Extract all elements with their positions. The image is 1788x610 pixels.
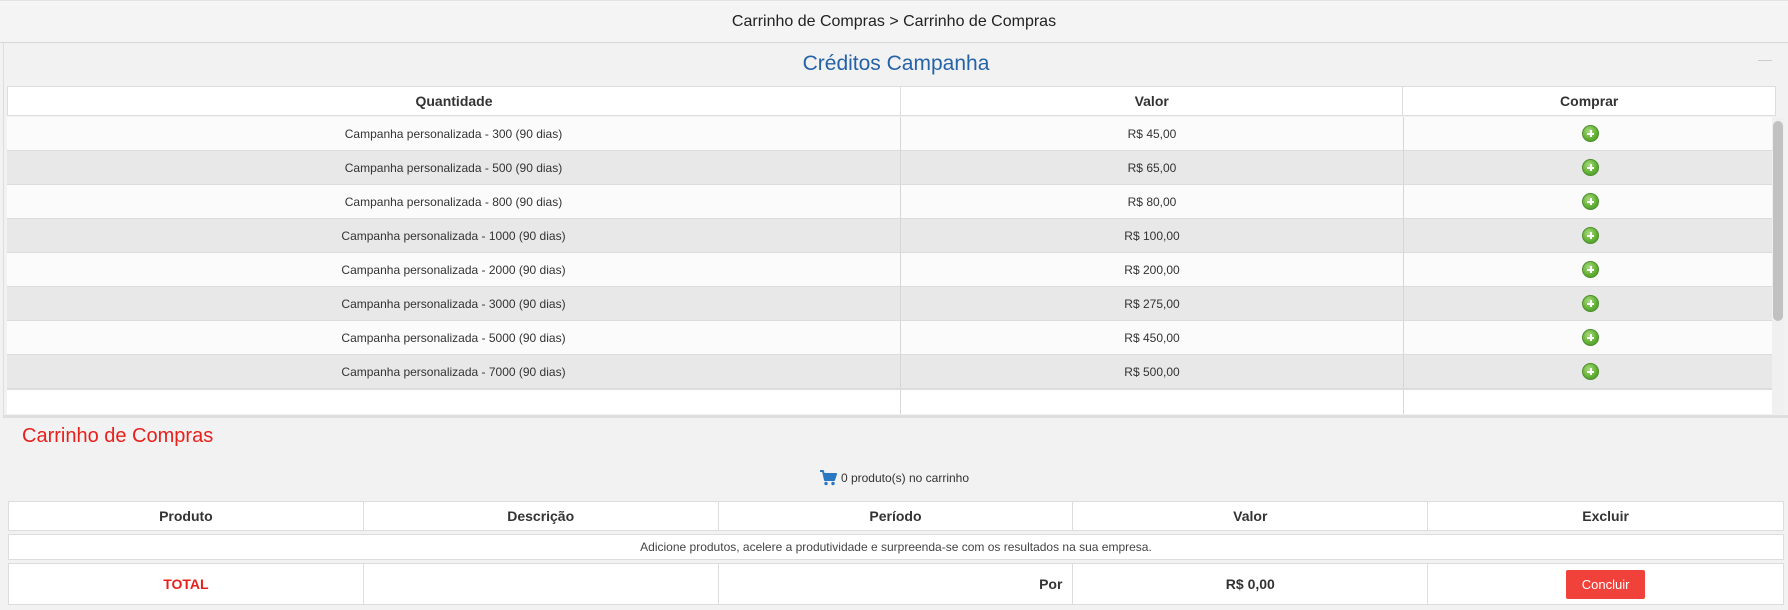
column-header-periodo: Período bbox=[719, 502, 1074, 530]
credits-panel: Créditos Campanha Quantidade Valor Compr… bbox=[3, 43, 1788, 418]
cart-title: Carrinho de Compras bbox=[22, 425, 214, 447]
credits-scrollbar[interactable] bbox=[1772, 117, 1784, 414]
table-row: Campanha personalizada - 300 (90 dias) R… bbox=[7, 117, 1776, 151]
breadcrumb: Carrinho de Compras > Carrinho de Compra… bbox=[0, 0, 1788, 43]
empty-cell bbox=[901, 390, 1404, 414]
column-header-descricao: Descrição bbox=[364, 502, 719, 530]
comprar-cell bbox=[1404, 253, 1776, 286]
empty-cell bbox=[7, 390, 901, 414]
por-label: Por bbox=[719, 564, 1074, 604]
cart-count: 0 produto(s) no carrinho bbox=[0, 470, 1788, 486]
valor-cell: R$ 65,00 bbox=[901, 151, 1404, 184]
empty-cell bbox=[1404, 390, 1776, 414]
table-row: Campanha personalizada - 3000 (90 dias) … bbox=[7, 287, 1776, 321]
quantidade-cell: Campanha personalizada - 1000 (90 dias) bbox=[7, 219, 901, 252]
add-to-cart-plus-icon[interactable] bbox=[1581, 329, 1599, 346]
table-row: Campanha personalizada - 1000 (90 dias) … bbox=[7, 219, 1776, 253]
valor-cell: R$ 80,00 bbox=[901, 185, 1404, 218]
comprar-cell bbox=[1404, 151, 1776, 184]
scrollbar-thumb[interactable] bbox=[1773, 121, 1783, 321]
column-header-comprar: Comprar bbox=[1560, 93, 1619, 109]
quantidade-cell: Campanha personalizada - 7000 (90 dias) bbox=[7, 355, 901, 388]
conclude-button[interactable]: Concluir bbox=[1565, 569, 1646, 599]
quantidade-cell: Campanha personalizada - 800 (90 dias) bbox=[7, 185, 901, 218]
valor-cell: R$ 500,00 bbox=[901, 355, 1404, 388]
table-row: Campanha personalizada - 5000 (90 dias) … bbox=[7, 321, 1776, 355]
quantidade-cell: Campanha personalizada - 3000 (90 dias) bbox=[7, 287, 901, 320]
column-header-valor: Valor bbox=[901, 87, 1404, 115]
cart-icon bbox=[819, 470, 837, 486]
column-header-excluir: Excluir bbox=[1582, 508, 1629, 524]
add-to-cart-plus-icon[interactable] bbox=[1581, 125, 1599, 142]
cart-count-text: 0 produto(s) no carrinho bbox=[840, 471, 970, 485]
valor-cell: R$ 450,00 bbox=[901, 321, 1404, 354]
table-row: Campanha personalizada - 800 (90 dias) R… bbox=[7, 185, 1776, 219]
comprar-cell bbox=[1404, 355, 1776, 388]
quantidade-cell: Campanha personalizada - 5000 (90 dias) bbox=[7, 321, 901, 354]
comprar-cell bbox=[1404, 117, 1776, 150]
table-row: Campanha personalizada - 2000 (90 dias) … bbox=[7, 253, 1776, 287]
credits-title: Créditos Campanha bbox=[802, 52, 990, 75]
total-value: R$ 0,00 bbox=[1073, 564, 1429, 604]
column-header-valor: Valor bbox=[1073, 502, 1429, 530]
add-to-cart-plus-icon[interactable] bbox=[1581, 363, 1599, 380]
quantidade-cell: Campanha personalizada - 2000 (90 dias) bbox=[7, 253, 901, 286]
add-to-cart-plus-icon[interactable] bbox=[1581, 159, 1599, 176]
add-to-cart-plus-icon[interactable] bbox=[1581, 193, 1599, 210]
total-empty-cell bbox=[364, 564, 719, 604]
table-row: Campanha personalizada - 7000 (90 dias) … bbox=[7, 355, 1776, 389]
cart-total-row: TOTAL Por R$ 0,00 Concluir bbox=[8, 563, 1784, 605]
cart-empty-message: Adicione produtos, acelere a produtivida… bbox=[8, 534, 1784, 560]
valor-cell: R$ 275,00 bbox=[901, 287, 1404, 320]
column-header-quantidade: Quantidade bbox=[8, 87, 901, 115]
comprar-cell bbox=[1404, 321, 1776, 354]
conclude-cell: Concluir bbox=[1428, 564, 1783, 604]
comprar-cell bbox=[1404, 287, 1776, 320]
total-label: TOTAL bbox=[9, 564, 364, 604]
comprar-cell bbox=[1404, 219, 1776, 252]
cart-table: Produto Descrição Período Valor Excluir … bbox=[8, 501, 1784, 605]
quantidade-cell: Campanha personalizada - 500 (90 dias) bbox=[7, 151, 901, 184]
table-row: Campanha personalizada - 500 (90 dias) R… bbox=[7, 151, 1776, 185]
cart-table-header: Produto Descrição Período Valor Excluir bbox=[8, 501, 1784, 531]
add-to-cart-plus-icon[interactable] bbox=[1581, 227, 1599, 244]
add-to-cart-plus-icon[interactable] bbox=[1581, 261, 1599, 278]
column-header-produto: Produto bbox=[9, 502, 364, 530]
valor-cell: R$ 100,00 bbox=[901, 219, 1404, 252]
add-to-cart-plus-icon[interactable] bbox=[1581, 295, 1599, 312]
table-row-empty bbox=[7, 389, 1776, 414]
collapse-icon[interactable] bbox=[1758, 60, 1772, 61]
valor-cell: R$ 200,00 bbox=[901, 253, 1404, 286]
valor-cell: R$ 45,00 bbox=[901, 117, 1404, 150]
quantidade-cell: Campanha personalizada - 300 (90 dias) bbox=[7, 117, 901, 150]
comprar-cell bbox=[1404, 185, 1776, 218]
credits-table-body: Campanha personalizada - 300 (90 dias) R… bbox=[7, 117, 1776, 414]
credits-table-header: Quantidade Valor Comprar bbox=[7, 86, 1776, 116]
